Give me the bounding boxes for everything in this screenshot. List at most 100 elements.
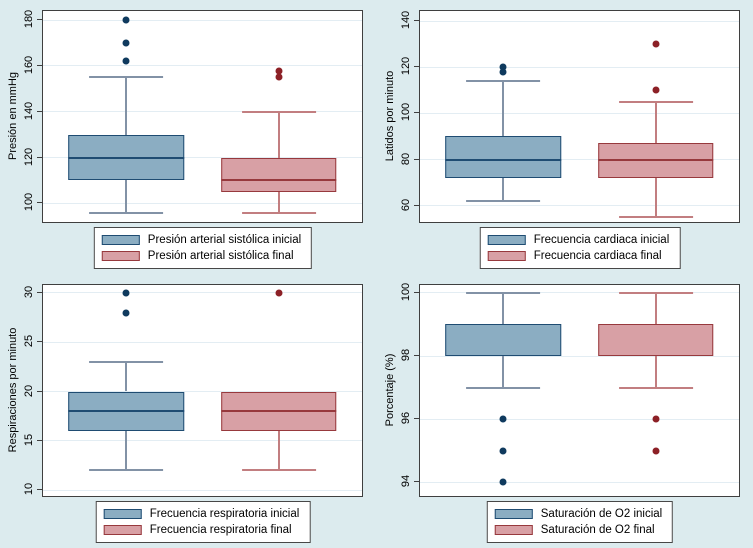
- y-tick-label: 100: [400, 282, 412, 302]
- whisker-stem: [125, 180, 128, 213]
- plot-area: [42, 284, 363, 497]
- box: [598, 143, 714, 178]
- y-tick-label: 94: [400, 475, 412, 488]
- gridline: [420, 481, 739, 483]
- median-line: [221, 410, 337, 413]
- legend-swatch: [101, 235, 140, 245]
- y-tick-mark: [37, 156, 42, 158]
- y-tick-label: 10: [23, 482, 35, 496]
- whisker-stem: [125, 77, 128, 135]
- legend-item: Frecuencia respiratoria inicial: [103, 506, 299, 522]
- whisker-stem: [125, 430, 128, 471]
- plot-area: [42, 10, 363, 223]
- y-tick-label: 140: [23, 101, 35, 120]
- y-tick-mark: [37, 341, 42, 343]
- panel-frecuencia-cardiaca: Latidos por minuto Frecuencia cardiaca i…: [377, 0, 753, 274]
- whisker-cap: [619, 386, 693, 389]
- outlier-dot: [275, 289, 283, 297]
- legend-item: Presión arterial sistólica inicial: [101, 232, 302, 248]
- outlier-dot: [652, 447, 660, 455]
- whisker-stem: [654, 292, 657, 325]
- gridline: [43, 292, 362, 294]
- legend-label: Presión arterial sistólica inicial: [147, 234, 302, 246]
- box: [221, 157, 337, 192]
- gridline: [420, 20, 739, 22]
- outlier-dot: [652, 415, 660, 423]
- plot-area: [419, 284, 740, 497]
- whisker-stem: [654, 177, 657, 218]
- panel-presion-arterial: Presión en mmHg Presión arterial sistóli…: [0, 0, 376, 274]
- outlier-dot: [122, 16, 130, 24]
- y-tick-label: 30: [23, 285, 35, 298]
- whisker-stem: [502, 81, 505, 137]
- y-tick-mark: [37, 489, 42, 491]
- gridline: [43, 391, 362, 392]
- whisker-cap: [89, 469, 164, 472]
- outlier-dot: [122, 289, 130, 297]
- y-tick-label: 96: [400, 411, 412, 425]
- y-tick-label: 180: [23, 9, 35, 29]
- box: [445, 136, 562, 178]
- legend-label: Frecuencia cardiaca inicial: [533, 234, 670, 246]
- gridline: [420, 418, 739, 420]
- gridline: [43, 440, 362, 442]
- y-tick-mark: [37, 439, 42, 441]
- y-tick-mark: [414, 291, 419, 293]
- outlier-dot: [122, 57, 130, 65]
- median-line: [68, 410, 185, 413]
- y-tick-label: 80: [400, 152, 412, 165]
- median-line: [445, 158, 562, 161]
- gridline: [43, 157, 362, 159]
- y-tick-mark: [414, 418, 419, 420]
- whisker-cap: [89, 360, 164, 363]
- gridline: [43, 19, 362, 21]
- outlier-dot: [499, 478, 507, 486]
- legend-label: Saturación de O2 inicial: [540, 508, 663, 520]
- whisker-cap: [619, 100, 693, 103]
- gridline: [420, 292, 739, 294]
- outlier-dot: [122, 309, 130, 317]
- gridline: [420, 159, 739, 161]
- whisker-cap: [466, 199, 541, 202]
- outlier-dot: [499, 63, 507, 71]
- legend-swatch: [101, 251, 140, 261]
- panel-saturacion-o2: Porcentaje (%) Saturación de O2 inicial S…: [377, 274, 753, 548]
- outlier-dot: [652, 40, 660, 48]
- y-tick-label: 98: [400, 348, 412, 362]
- legend-item: Frecuencia respiratoria final: [103, 522, 300, 538]
- legend-label: Presión arterial sistólica final: [147, 250, 294, 262]
- y-axis-title: Latidos por minuto: [384, 70, 396, 162]
- y-axis-title: Respiraciones por minuto: [7, 327, 19, 453]
- y-tick-label: 140: [400, 11, 412, 30]
- y-tick-label: 60: [400, 198, 412, 211]
- gridline: [420, 112, 739, 114]
- outlier-dot: [122, 39, 130, 47]
- panel-frecuencia-respiratoria: Respiraciones por minuto Frecuencia resp…: [0, 274, 376, 548]
- whisker-cap: [242, 469, 316, 472]
- y-tick-mark: [37, 110, 42, 112]
- y-tick-mark: [37, 64, 42, 66]
- y-tick-mark: [37, 19, 42, 21]
- legend-item: Frecuencia cardiaca inicial: [487, 232, 670, 248]
- y-tick-label: 25: [23, 335, 35, 348]
- whisker-stem: [654, 101, 657, 144]
- whisker-stem: [277, 430, 280, 471]
- y-tick-mark: [414, 66, 419, 68]
- y-tick-label: 120: [400, 57, 412, 76]
- box: [445, 324, 562, 356]
- y-axis-title: Presión en mmHg: [7, 71, 19, 161]
- whisker-cap: [466, 386, 541, 389]
- whisker-cap: [242, 110, 316, 113]
- y-tick-label: 20: [23, 384, 35, 397]
- legend-item: Saturación de O2 inicial: [494, 506, 663, 522]
- legend-swatch: [103, 525, 142, 535]
- legend-swatch: [494, 509, 533, 519]
- median-line: [598, 158, 714, 161]
- legend-swatch: [487, 235, 526, 245]
- box: [598, 324, 714, 356]
- gridline: [420, 66, 739, 68]
- legend-label: Saturación de O2 final: [540, 524, 655, 536]
- y-tick-mark: [414, 20, 419, 22]
- legend-item: Presión arterial sistólica final: [101, 248, 301, 264]
